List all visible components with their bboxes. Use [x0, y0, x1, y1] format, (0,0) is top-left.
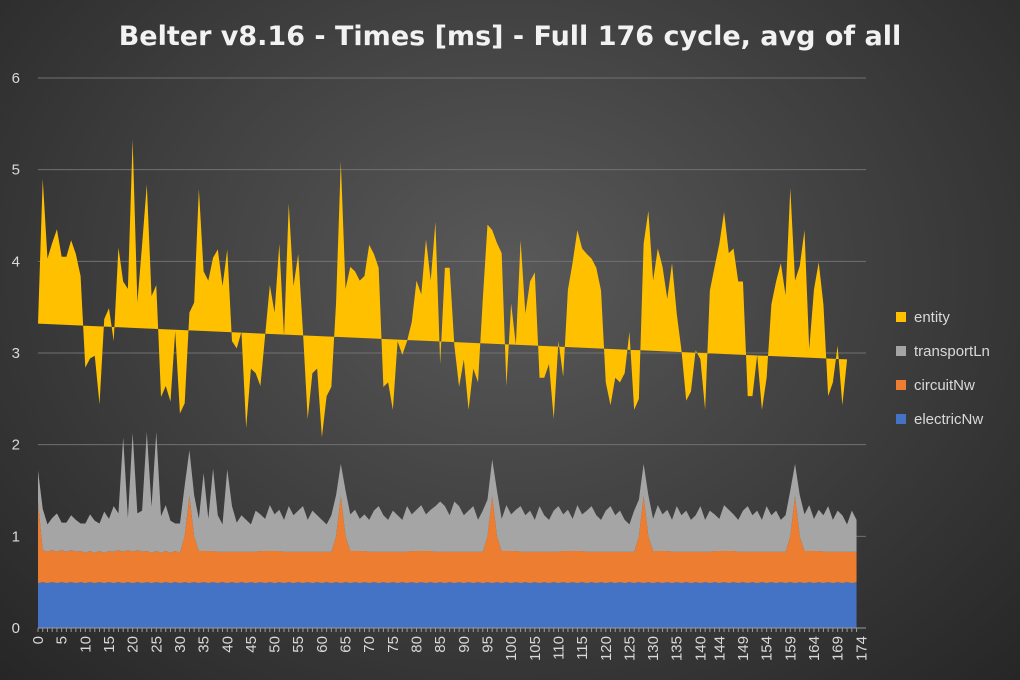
- x-tick-label: 90: [456, 636, 473, 653]
- x-tick-label: 159: [782, 636, 799, 661]
- area-transportLn: [38, 431, 857, 553]
- legend-label-electricNw: electricNw: [914, 411, 983, 428]
- x-tick-label: 15: [101, 636, 118, 653]
- x-tick-label: 120: [598, 636, 615, 661]
- y-tick-label: 3: [12, 345, 20, 362]
- y-tick-label: 2: [12, 437, 20, 454]
- x-tick-label: 35: [196, 636, 213, 653]
- data-areas: [38, 139, 857, 628]
- x-tick-label: 164: [806, 636, 823, 661]
- x-tick-label: 130: [645, 636, 662, 661]
- x-tick-label: 110: [550, 636, 567, 660]
- x-tick-label: 70: [361, 636, 378, 653]
- x-axis: 0 5 10 15 20 25 30 35 40 45 50 55 60 65 70 75 80 85 90 95 10…: [30, 627, 870, 661]
- y-tick-label: 6: [12, 70, 20, 87]
- x-tick-label: 75: [385, 636, 402, 653]
- x-tick-label: 125: [621, 636, 638, 661]
- x-tick-label: 144: [711, 636, 728, 661]
- y-axis: 0 1 2 3 4 5 6: [12, 70, 20, 637]
- legend: entity transportLn circuitNw electricNw: [896, 309, 990, 428]
- x-tick-label: 105: [527, 636, 544, 661]
- x-tick-label: 5: [54, 636, 71, 644]
- x-tick-label: 65: [338, 636, 355, 653]
- x-tick-label: 30: [172, 636, 189, 653]
- x-tick-label: 140: [692, 636, 709, 661]
- y-tick-label: 0: [12, 620, 20, 637]
- x-tick-label: 45: [243, 636, 260, 653]
- x-tick-label: 85: [432, 636, 449, 653]
- x-tick-label: 100: [503, 636, 520, 661]
- x-tick-label: 40: [219, 636, 236, 653]
- area-entity: [38, 139, 848, 438]
- legend-swatch-entity: [896, 312, 906, 322]
- y-tick-label: 1: [12, 528, 20, 545]
- x-tick-label: 135: [669, 636, 686, 661]
- x-tick-label: 95: [479, 636, 496, 653]
- legend-label-transportLn: transportLn: [914, 343, 990, 360]
- area-circuitNw: [38, 496, 857, 584]
- area-electricNw: [38, 582, 857, 628]
- y-tick-label: 5: [12, 162, 20, 179]
- x-tick-label: 115: [574, 636, 591, 660]
- x-tick-label: 25: [148, 636, 165, 653]
- legend-swatch-circuitNw: [896, 380, 906, 390]
- x-tick-label: 60: [314, 636, 331, 653]
- x-tick-label: 20: [125, 636, 142, 653]
- x-tick-label: 154: [759, 636, 776, 661]
- legend-label-circuitNw: circuitNw: [914, 377, 975, 394]
- legend-swatch-electricNw: [896, 414, 906, 424]
- x-tick-label: 55: [290, 636, 307, 653]
- x-tick-label: 80: [409, 636, 426, 653]
- x-tick-label: 10: [77, 636, 94, 653]
- x-tick-label: 0: [30, 636, 47, 644]
- y-tick-label: 4: [12, 253, 20, 270]
- x-tick-label: 50: [267, 636, 284, 653]
- legend-label-entity: entity: [914, 309, 950, 326]
- legend-swatch-transportLn: [896, 346, 906, 356]
- x-tick-label: 169: [830, 636, 847, 661]
- x-tick-label: 174: [853, 636, 870, 661]
- x-tick-label: 149: [735, 636, 752, 661]
- chart-title: Belter v8.16 - Times [ms] - Full 176 cyc…: [119, 21, 902, 52]
